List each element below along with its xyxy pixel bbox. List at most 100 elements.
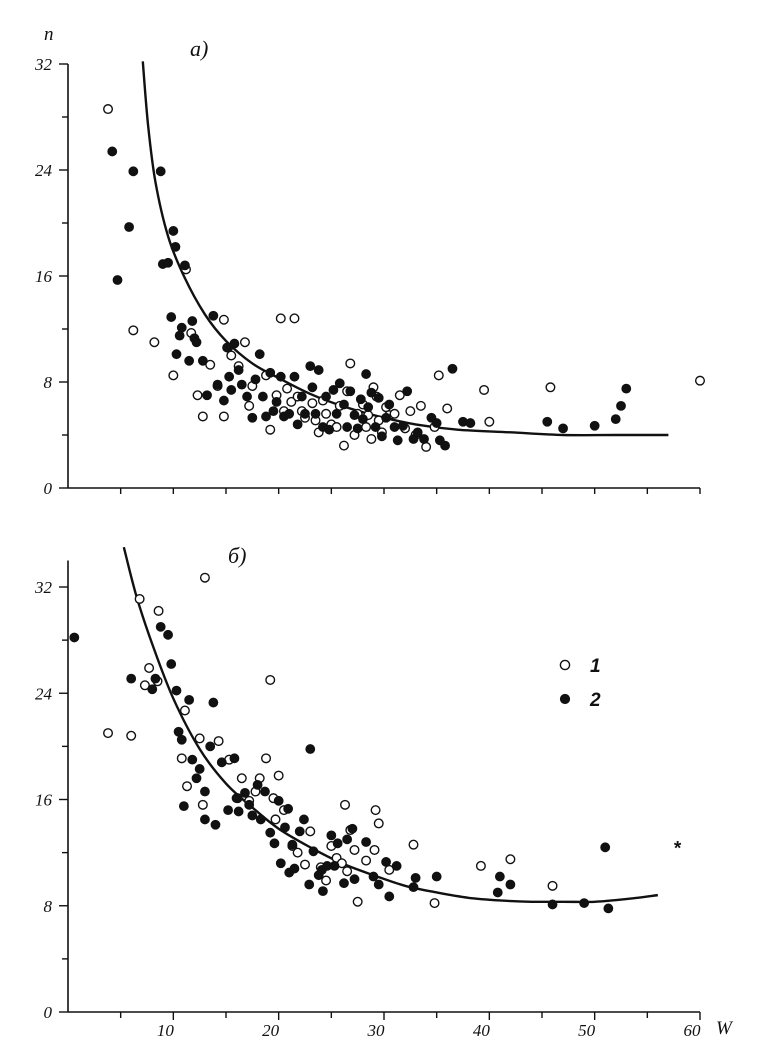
data-point-filled [339,878,349,889]
data-point-open [292,847,303,858]
data-point-filled [229,753,240,764]
data-point-filled [366,387,377,398]
data-point-filled [412,427,423,438]
data-point-filled [168,226,179,236]
data-point-filled [202,390,212,401]
data-point-filled [233,806,244,817]
data-point-filled [178,801,189,812]
data-point-filled [184,355,195,366]
data-point-filled [408,882,419,893]
data-point-open [307,398,318,409]
data-point-filled [176,734,187,745]
data-point-filled [402,386,413,397]
data-point-filled [328,385,339,395]
data-point-open [695,375,706,386]
data-point-filled [226,385,237,395]
data-point-filled [361,837,371,847]
data-point-filled [389,422,400,432]
data-point-open [321,875,332,886]
data-point-filled [265,827,276,838]
data-point-filled [321,391,331,402]
data-point-open [270,814,281,825]
data-point-open [361,855,372,866]
data-point-filled [289,371,300,382]
y-tick-label: 8 [44,373,53,392]
data-point-open [442,403,453,414]
data-point-filled [305,361,316,372]
data-point-open [421,441,432,452]
data-point-filled [373,879,384,890]
data-point-open [475,860,486,871]
data-point-open [300,859,311,870]
data-point-filled [222,342,232,353]
data-point-open [349,844,360,855]
data-point-filled [261,411,271,422]
data-point-filled [216,757,227,768]
data-point-filled [621,383,632,394]
data-point-filled [431,418,442,428]
data-point-open [505,854,516,865]
panel-label: б) [228,543,246,568]
data-point-filled [268,406,279,417]
data-point-filled [329,861,340,871]
data-point-filled [163,629,173,640]
panel-b-chart: 0 8 16 24 32 10 20 30 40 50 60 б) W 1 2 * [34,543,734,1040]
data-point-filled [275,371,286,382]
data-point-filled [326,830,337,841]
data-point-filled [616,400,626,411]
data-point-open [192,390,203,401]
data-point-open [338,440,349,451]
data-point-filled [224,371,235,382]
data-point-filled [155,166,166,177]
data-point-filled [308,846,319,857]
data-point-open [405,406,416,417]
data-point-open [340,799,351,810]
data-point-filled [342,422,353,432]
data-point-filled [381,412,392,423]
y-tick-label: 24 [35,161,53,180]
data-point-filled [252,779,263,790]
y-tick-label: 16 [35,267,53,286]
data-point-open [179,705,190,716]
data-point-filled [280,822,290,833]
data-point-filled [370,422,381,432]
data-point-open [305,826,316,837]
data-point-filled [558,423,568,434]
data-point-filled [212,379,223,390]
panel-a-chart: 0 8 16 24 32 a) n [34,24,706,498]
data-point-filled [208,310,219,321]
data-point-filled [355,394,366,405]
data-point-filled [492,887,503,898]
data-point-filled [218,395,229,406]
data-point-filled [271,396,282,407]
data-point-filled [197,355,208,366]
y-tick-label: 16 [35,791,53,810]
data-point-filled [273,795,284,806]
data-point-filled [332,838,343,849]
data-point-open [205,359,216,370]
y-tick-label: 0 [44,479,53,498]
data-point-filled [250,374,261,385]
data-point-open [545,382,556,393]
data-point-open [415,400,426,411]
data-point-filled [289,863,300,874]
data-point-open [226,350,237,361]
data-point-filled [275,858,286,869]
y-tick-label: 0 [44,1003,53,1022]
x-tick-label: 40 [473,1021,491,1040]
data-point-filled [600,842,611,853]
data-point-filled [384,399,395,410]
data-point-open [176,753,187,764]
data-point-open [103,728,114,739]
data-point-open [128,325,139,336]
data-point-filled [150,673,161,684]
data-point-open [366,433,377,444]
data-point-filled [265,367,276,378]
x-tick-label: 10 [157,1021,175,1040]
data-point-filled [283,803,294,814]
data-point-filled [358,414,368,425]
data-point-filled [171,685,182,696]
data-point-filled [210,819,221,830]
data-point-filled [200,814,210,825]
x-tick-label: 50 [578,1021,596,1040]
